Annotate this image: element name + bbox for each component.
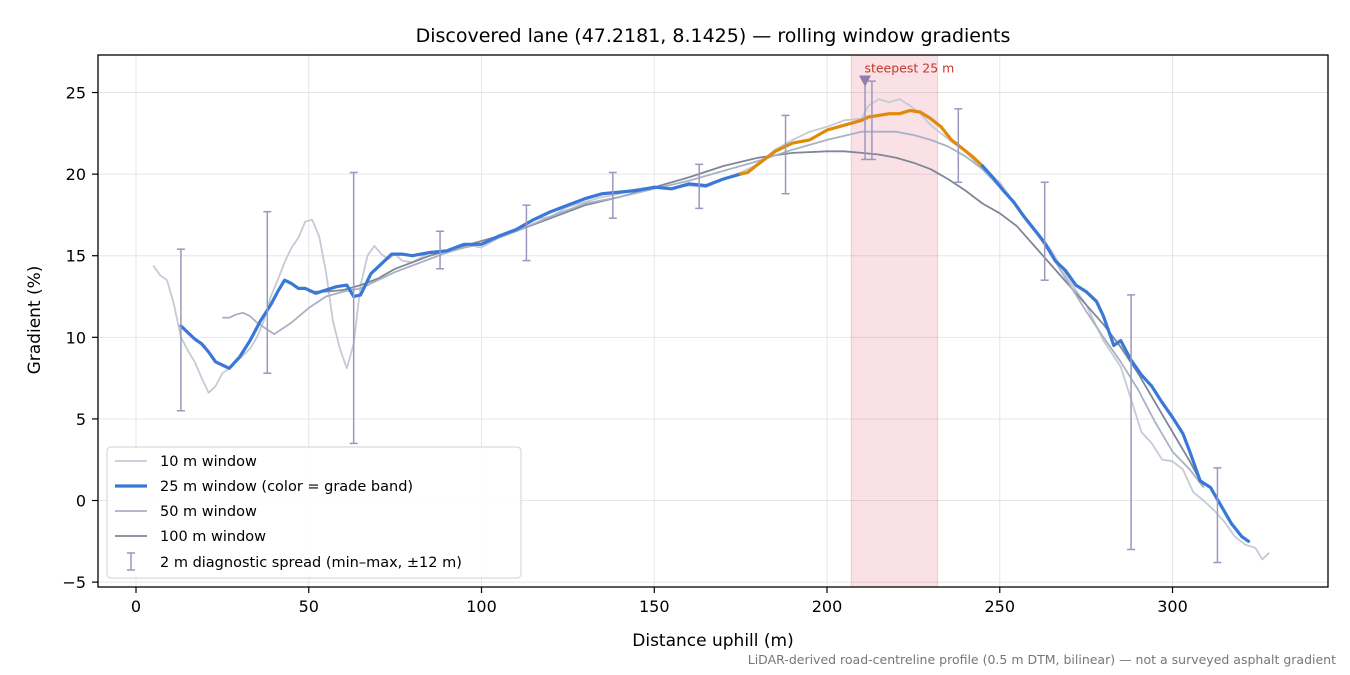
steepest-marker xyxy=(859,75,872,87)
error-bar xyxy=(263,210,272,374)
steepest-band xyxy=(850,54,939,588)
legend-label-25m: 25 m window (color = grade band) xyxy=(160,479,413,495)
series-layer xyxy=(152,98,1270,561)
x-tick-label: 50 xyxy=(299,597,319,616)
error-bar xyxy=(1040,181,1049,281)
series-line-25m xyxy=(980,164,1251,543)
x-tick-label: 0 xyxy=(131,597,141,616)
legend: 10 m window 25 m window (color = grade b… xyxy=(106,446,522,579)
error-bar xyxy=(608,171,617,219)
x-tick-label: 200 xyxy=(812,597,843,616)
chart-title: Discovered lane (47.2181, 8.1425) — roll… xyxy=(416,25,1011,47)
legend-label-errorbar: 2 m diagnostic spread (min–max, ±12 m) xyxy=(160,555,462,571)
y-axis-label: Gradient (%) xyxy=(25,266,45,375)
y-tick-label: 15 xyxy=(66,247,86,266)
y-tick-label: −5 xyxy=(62,573,86,592)
error-bar xyxy=(695,163,704,210)
legend-box xyxy=(106,446,522,579)
error-bar xyxy=(436,230,445,270)
y-tick-label: 5 xyxy=(76,410,86,429)
series-line-25m xyxy=(739,108,985,176)
error-bar xyxy=(176,248,185,412)
y-tick-label: 10 xyxy=(66,328,86,347)
series-line-50m xyxy=(222,130,1205,489)
plot-frame xyxy=(97,54,1329,588)
steepest-annotation: steepest 25 m xyxy=(859,60,954,87)
x-tick-label: 300 xyxy=(1157,597,1188,616)
legend-label-100m: 100 m window xyxy=(160,529,266,545)
error-bar xyxy=(954,108,963,184)
x-tick-label: 250 xyxy=(984,597,1015,616)
y-tick-label: 25 xyxy=(66,84,86,103)
x-tick-label: 100 xyxy=(466,597,497,616)
y-tick-label: 0 xyxy=(76,492,86,511)
footnote: LiDAR-derived road-centreline profile (0… xyxy=(748,652,1336,667)
series-line-25m xyxy=(179,172,743,370)
error-bar xyxy=(522,204,531,262)
legend-swatch-errorbar xyxy=(127,552,135,571)
y-tick-label: 20 xyxy=(66,165,86,184)
error-bar xyxy=(1213,467,1222,564)
error-bars xyxy=(176,78,1222,564)
error-bar xyxy=(1127,294,1136,551)
steepest-label: steepest 25 m xyxy=(864,60,954,75)
legend-label-10m: 10 m window xyxy=(160,454,257,470)
x-tick-label: 150 xyxy=(639,597,670,616)
axis-ticks: 0 50 100 150 200 250 300 −5 0 5 10 15 20 25 xyxy=(62,84,1187,616)
series-line-100m xyxy=(308,150,1205,488)
series-line-10m xyxy=(152,98,1270,561)
error-bar xyxy=(781,114,790,195)
x-axis-label: Distance uphill (m) xyxy=(632,631,793,651)
error-bar xyxy=(867,80,876,161)
steepest-band-rect xyxy=(850,54,939,588)
legend-label-50m: 50 m window xyxy=(160,504,257,520)
error-bar xyxy=(349,171,358,445)
